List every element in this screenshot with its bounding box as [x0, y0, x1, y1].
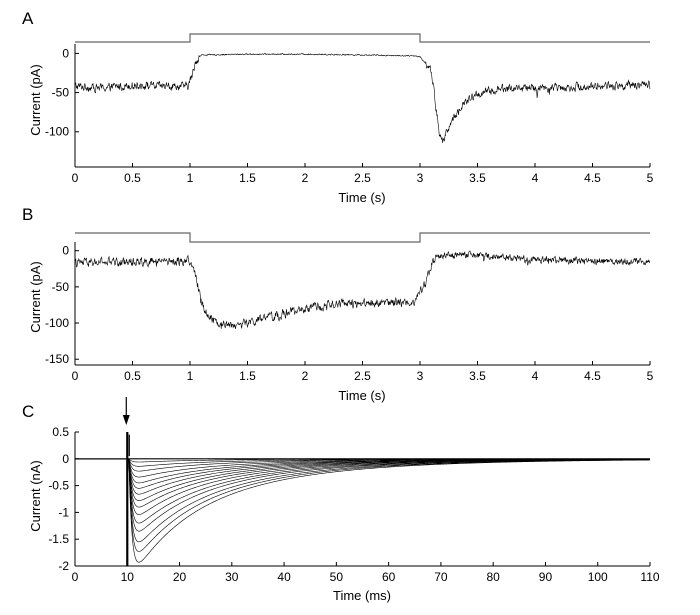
panel-b-letter: B — [22, 205, 33, 224]
x-tick-label: 0.5 — [124, 369, 141, 383]
x-tick-label: 50 — [330, 570, 344, 584]
x-tick-label: 3.5 — [469, 171, 486, 185]
x-tick-label: 0 — [72, 570, 79, 584]
x-tick-label: 1.5 — [239, 369, 256, 383]
panel-b: B Current (pA) Time (s) 0 0.5 1 1.5 2 2.5 3 3.5… — [22, 205, 654, 403]
panel-c-x-axis-label: Time (ms) — [333, 588, 391, 603]
x-tick-label: 5 — [647, 369, 654, 383]
current-trace — [75, 458, 650, 563]
panel-c-letter: C — [22, 402, 34, 421]
y-tick-label: -50 — [52, 280, 70, 294]
x-tick-label: 4.5 — [584, 369, 601, 383]
current-trace — [74, 52, 651, 143]
x-tick-label: 30 — [225, 570, 239, 584]
x-tick-label: 70 — [434, 570, 448, 584]
x-tick-label: 80 — [487, 570, 501, 584]
y-tick-label: -0.5 — [48, 479, 69, 493]
panel-b-y-axis-label: Current (pA) — [28, 261, 43, 333]
x-tick-label: 4.5 — [584, 171, 601, 185]
x-tick-label: 110 — [640, 570, 659, 584]
x-tick-label: 0 — [72, 369, 79, 383]
x-tick-label: 2 — [302, 369, 309, 383]
y-tick-label: -150 — [45, 352, 69, 366]
panel-a-letter: A — [22, 9, 34, 28]
stimulus-arrow-head — [122, 415, 130, 425]
x-tick-label: 3.5 — [469, 369, 486, 383]
y-tick-label: 0 — [62, 46, 69, 60]
x-tick-label: 20 — [173, 570, 187, 584]
x-tick-label: 3 — [417, 369, 424, 383]
x-tick-label: 5 — [647, 171, 654, 185]
current-trace — [74, 250, 651, 329]
y-tick-label: -2 — [58, 559, 69, 573]
x-tick-label: 1 — [187, 171, 194, 185]
stimulus-trace — [75, 232, 650, 243]
y-tick-label: -100 — [45, 316, 69, 330]
x-tick-label: 10 — [121, 570, 135, 584]
panel-c: C Current (nA) Time (ms) 0 10 20 30 40 50 60 70… — [22, 397, 660, 603]
x-tick-label: 1.5 — [239, 171, 256, 185]
y-tick-label: 0 — [62, 452, 69, 466]
y-tick-label: -100 — [45, 125, 69, 139]
x-tick-label: 2.5 — [354, 369, 371, 383]
x-tick-label: 3 — [417, 171, 424, 185]
x-tick-label: 4 — [532, 171, 539, 185]
x-tick-label: 4 — [532, 369, 539, 383]
x-tick-label: 0.5 — [124, 171, 141, 185]
y-tick-label: 0.5 — [52, 425, 69, 439]
x-tick-label: 90 — [539, 570, 553, 584]
panel-a-y-axis-label: Current (pA) — [28, 64, 43, 136]
x-tick-label: 0 — [72, 171, 79, 185]
current-trace — [75, 458, 650, 543]
x-tick-label: 2 — [302, 171, 309, 185]
x-tick-label: 100 — [588, 570, 608, 584]
x-tick-label: 60 — [382, 570, 396, 584]
x-tick-label: 2.5 — [354, 171, 371, 185]
panel-b-x-axis-label: Time (s) — [338, 388, 385, 403]
panel-a: A Current (pA) Time (s) 0 0.5 1 1.5 2 2.5 3 3.5… — [22, 9, 654, 205]
panel-c-y-axis-label: Current (nA) — [28, 460, 43, 532]
x-tick-label: 40 — [277, 570, 291, 584]
current-trace — [75, 458, 650, 532]
y-tick-label: -1 — [58, 505, 69, 519]
stimulus-trace — [75, 33, 650, 43]
y-tick-label: 0 — [62, 244, 69, 258]
panel-a-x-axis-label: Time (s) — [338, 190, 385, 205]
y-tick-label: -1.5 — [48, 532, 69, 546]
x-tick-label: 1 — [187, 369, 194, 383]
y-tick-label: -50 — [52, 86, 70, 100]
